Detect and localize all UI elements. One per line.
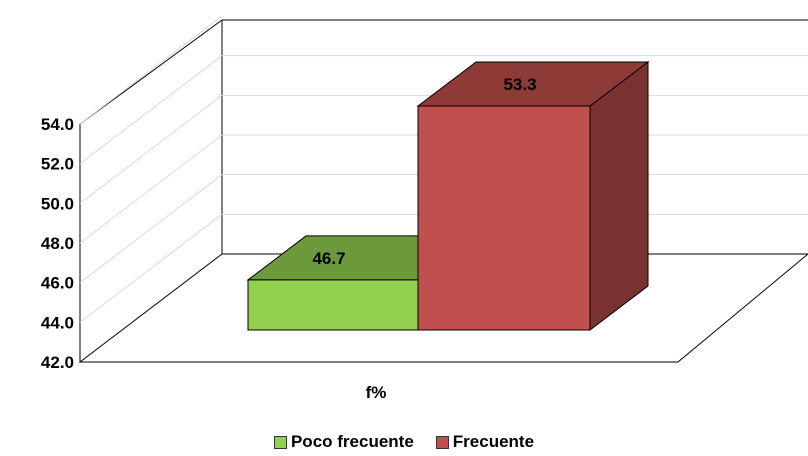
floor — [78, 253, 808, 363]
legend-swatch-frecuente — [435, 435, 449, 449]
y-tick-label: 42.0 — [41, 353, 74, 372]
legend-swatch-poco-frecuente — [273, 435, 287, 449]
bar-front-face — [417, 105, 591, 331]
legend-item-poco-frecuente: Poco frecuente — [273, 432, 414, 452]
side-wall-top-edge — [79, 19, 223, 125]
legend: Poco frecuente Frecuente — [0, 432, 808, 452]
y-tick-label: 54.0 — [41, 115, 74, 134]
bar-side-face — [589, 60, 649, 332]
legend-label-poco-frecuente: Poco frecuente — [290, 432, 414, 451]
y-tick-label: 46.0 — [41, 274, 74, 293]
side-gridline — [79, 55, 223, 165]
bar-frecuente — [416, 60, 650, 332]
data-label: 46.7 — [312, 249, 345, 268]
side-gridline — [79, 213, 223, 323]
legend-item-frecuente: Frecuente — [435, 432, 535, 452]
bar-front-face — [247, 279, 419, 331]
side-gridline — [79, 134, 223, 244]
y-tick-label: 44.0 — [41, 313, 74, 332]
side-gridline — [79, 174, 223, 284]
side-gridline — [79, 94, 223, 204]
data-label: 53.3 — [503, 75, 536, 94]
y-axis: 42.0 44.0 46.0 48.0 50.0 52.0 54.0 — [41, 115, 74, 372]
y-tick-label: 52.0 — [41, 155, 74, 174]
y-tick-label: 48.0 — [41, 234, 74, 253]
bars — [246, 60, 650, 332]
x-category-label: f% — [366, 383, 387, 402]
data-labels: 46.7 53.3 — [312, 75, 536, 268]
side-gridline — [79, 15, 223, 125]
legend-label-frecuente: Frecuente — [452, 432, 535, 451]
y-tick-label: 50.0 — [41, 194, 74, 213]
